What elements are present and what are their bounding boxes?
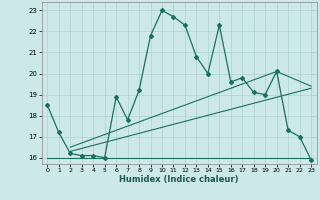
X-axis label: Humidex (Indice chaleur): Humidex (Indice chaleur): [119, 175, 239, 184]
